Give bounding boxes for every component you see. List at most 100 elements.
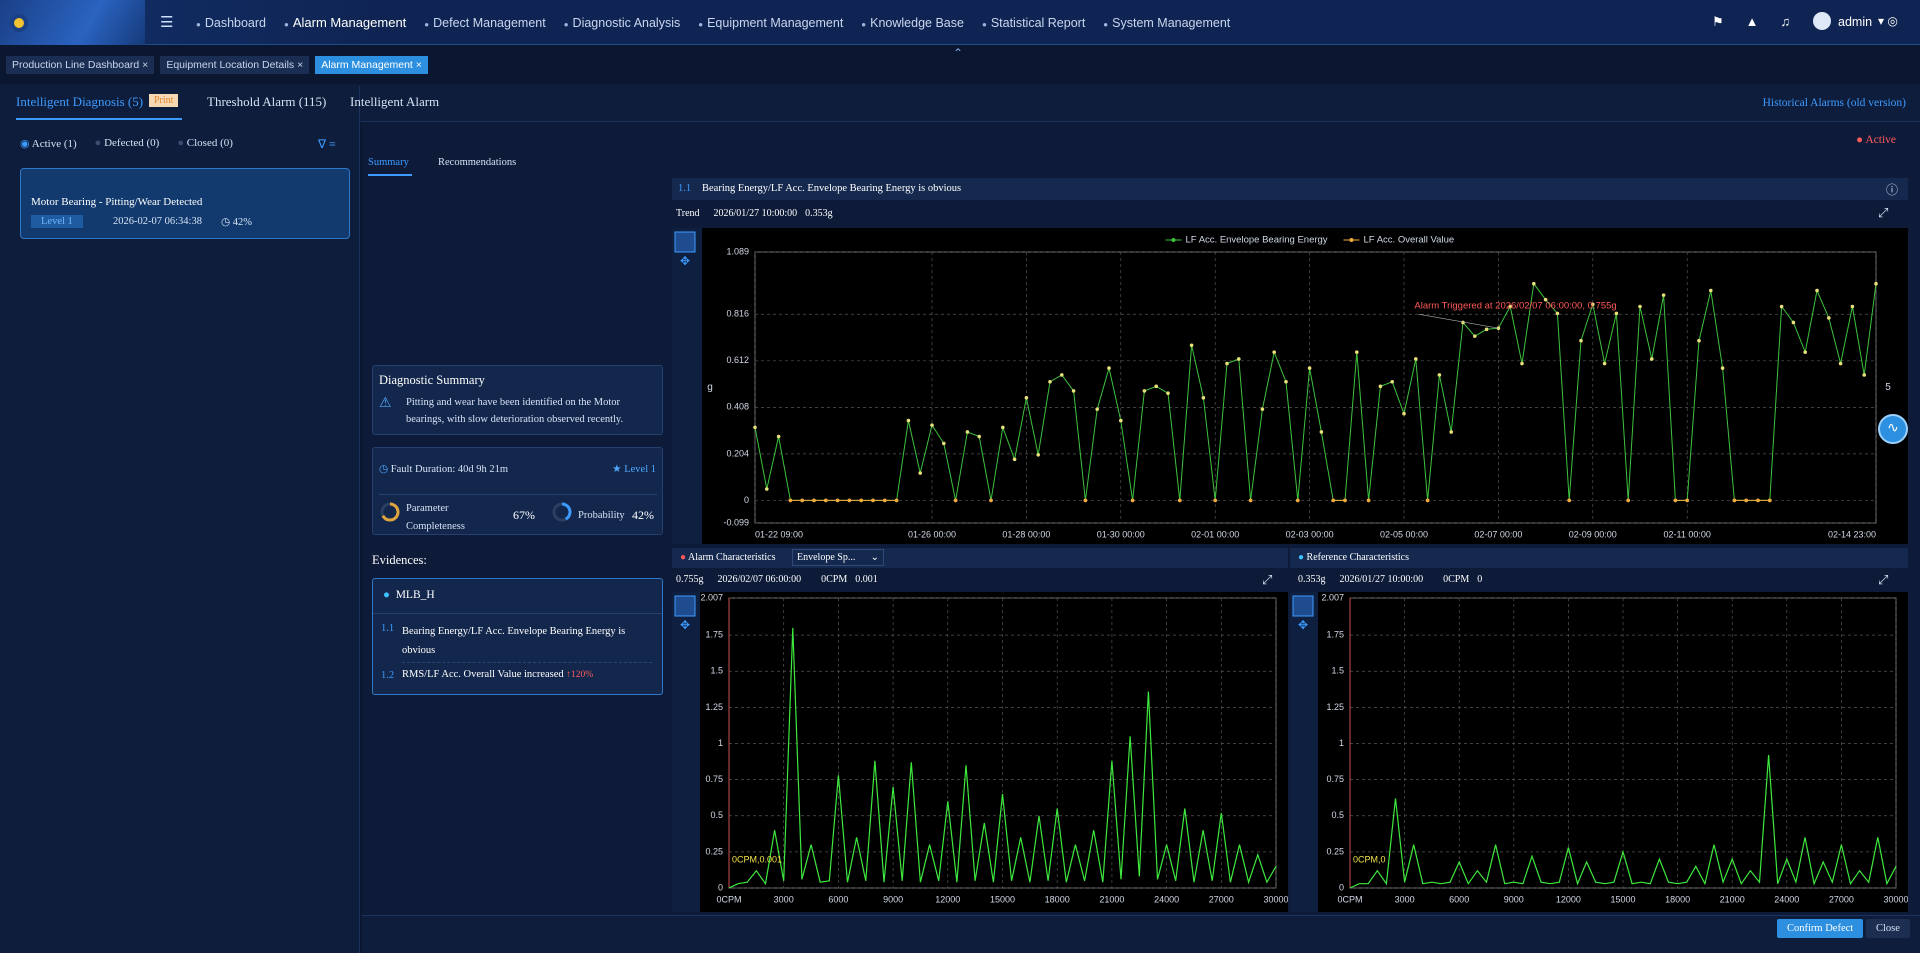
filters: ◉ Active (1) ● Defected (0) ● Closed (0)	[20, 137, 233, 150]
evidence-text[interactable]: Bearing Energy/LF Acc. Envelope Bearing …	[402, 622, 652, 660]
divider	[373, 613, 662, 614]
divider	[379, 494, 657, 495]
evidences-title: Evidences:	[372, 553, 427, 568]
alarm-card[interactable]: Motor Bearing - Pitting/Wear Detected Le…	[20, 168, 350, 239]
x-tick-label: 01-22 09:00	[755, 529, 803, 539]
point	[1744, 499, 1748, 503]
spectrum-title-text: Alarm Characteristics	[688, 552, 775, 563]
spectrum-info: 0.755g 2026/02/07 06:00:00 0CPM 0.001	[676, 574, 878, 585]
alarm-tab[interactable]: Intelligent Diagnosis (5)	[16, 94, 143, 110]
point	[1379, 385, 1383, 389]
point	[1815, 289, 1819, 293]
historical-link[interactable]: Historical Alarms (old version)	[1763, 97, 1906, 109]
evidence-text[interactable]: RMS/LF Acc. Overall Value increased ↑120…	[402, 669, 593, 680]
x-tick-label: 9000	[883, 894, 903, 904]
point	[1485, 328, 1489, 332]
nav-item[interactable]: Diagnostic Analysis	[564, 16, 681, 30]
x-tick-label: 02-03 00:00	[1286, 529, 1334, 539]
evidence-box: ● MLB_H 1.1 Bearing Energy/LF Acc. Envel…	[372, 578, 663, 695]
y-tick-label: 0.75	[1326, 774, 1344, 784]
y-tick-label: 1.25	[1326, 702, 1344, 712]
page-tab[interactable]: Production Line Dashboard	[6, 56, 154, 74]
nav-item[interactable]: System Management	[1103, 16, 1230, 30]
point	[848, 499, 852, 503]
filter-icons[interactable]: ∇ ≡	[318, 137, 336, 152]
collapse-icon[interactable]: ⌃	[953, 46, 963, 61]
menu-icon[interactable]: ☰	[160, 13, 173, 31]
x-tick-label: 27000	[1829, 894, 1854, 904]
spectrum-freq: 0CPM	[821, 574, 847, 585]
fault-level: ★ Level 1	[612, 463, 656, 475]
point	[1249, 499, 1253, 503]
point	[977, 435, 981, 439]
y-tick-label: -0.099	[723, 517, 749, 527]
nav-item[interactable]: Dashboard	[196, 16, 266, 30]
point	[1296, 499, 1300, 503]
user-name[interactable]: admin	[1838, 15, 1872, 29]
expand-icon[interactable]: ⤢	[1878, 572, 1888, 588]
point	[1615, 312, 1619, 316]
y-tick-label: 1	[718, 738, 723, 748]
spectrum-select[interactable]: Envelope Sp...⌄	[792, 549, 884, 566]
point	[1697, 339, 1701, 343]
x-tick-label: 12000	[935, 894, 960, 904]
point	[1579, 339, 1583, 343]
y-axis-label: g	[707, 382, 713, 393]
fault-duration: ◷ Fault Duration: 40d 9h 21m	[379, 463, 508, 475]
detail-tab[interactable]: Recommendations	[438, 157, 516, 168]
spectrum-title: ● Reference Characteristics	[1298, 552, 1409, 563]
filter[interactable]: ● Closed (0)	[177, 137, 233, 150]
float-button[interactable]: ∿	[1878, 414, 1908, 444]
close-button[interactable]: Close	[1866, 919, 1910, 938]
evidence-change: ↑120%	[566, 670, 593, 680]
tool-button	[675, 232, 695, 252]
page-tab[interactable]: Alarm Management	[315, 56, 428, 74]
nav-item[interactable]: Defect Management	[424, 16, 545, 30]
nav-item[interactable]: Knowledge Base	[861, 16, 964, 30]
expand-icon[interactable]: ⤢	[1878, 205, 1888, 221]
avatar[interactable]	[1813, 12, 1831, 30]
y-tick-label: 0.612	[726, 355, 749, 365]
nav-item[interactable]: Alarm Management	[284, 15, 406, 30]
info-icon[interactable]: ⓘ	[1886, 181, 1898, 198]
probability-ring	[551, 501, 573, 523]
point	[871, 499, 875, 503]
point	[942, 442, 946, 446]
point	[1626, 499, 1630, 503]
footer-bar	[362, 915, 1920, 953]
y-tick-label: 0.25	[705, 846, 723, 856]
nav-item[interactable]: Statistical Report	[982, 16, 1085, 30]
expand-icon[interactable]: ⤢	[1262, 572, 1272, 588]
point	[1119, 419, 1123, 423]
point	[1060, 373, 1064, 377]
point	[1178, 499, 1182, 503]
confirm-button[interactable]: Confirm Defect	[1777, 919, 1863, 938]
completeness-label: Parameter Completeness	[406, 500, 496, 536]
language-icon[interactable]: ▾ ◎	[1878, 14, 1898, 28]
y-tick-label: 0.816	[726, 309, 749, 319]
filter[interactable]: ◉ Active (1)	[20, 137, 77, 150]
spectrum-amplitude: 0.353g	[1298, 574, 1326, 585]
trend-label: Trend	[676, 208, 700, 219]
header-icons[interactable]: ⚑▲♫	[1712, 14, 1812, 30]
legend-label: LF Acc. Overall Value	[1364, 235, 1455, 246]
alarm-tab[interactable]: Threshold Alarm (115)	[207, 94, 326, 110]
nav-item[interactable]: Equipment Management	[698, 16, 843, 30]
tab-underline	[16, 118, 182, 120]
alarm-tab[interactable]: Intelligent Alarm	[350, 94, 439, 110]
filter[interactable]: ● Defected (0)	[95, 137, 160, 150]
trend-index: 1.1	[678, 183, 691, 194]
point	[1143, 389, 1147, 393]
point	[1839, 362, 1843, 366]
toolbar	[672, 228, 702, 544]
page-tab[interactable]: Equipment Location Details	[160, 56, 309, 74]
annotation: Alarm Triggered at 2026/02/07 06:00:00, …	[1414, 301, 1616, 312]
detail-tab[interactable]: Summary	[368, 157, 409, 168]
spectrum-chart: ✥00.250.50.7511.251.51.752.0070CPM300060…	[672, 592, 1288, 912]
point	[1025, 396, 1029, 400]
point	[1449, 430, 1453, 434]
point	[1190, 343, 1194, 347]
y-tick-label: 2.007	[1321, 592, 1344, 602]
x-tick-label: 02-05 00:00	[1380, 529, 1428, 539]
summary-text: Pitting and wear have been identified on…	[406, 394, 656, 428]
